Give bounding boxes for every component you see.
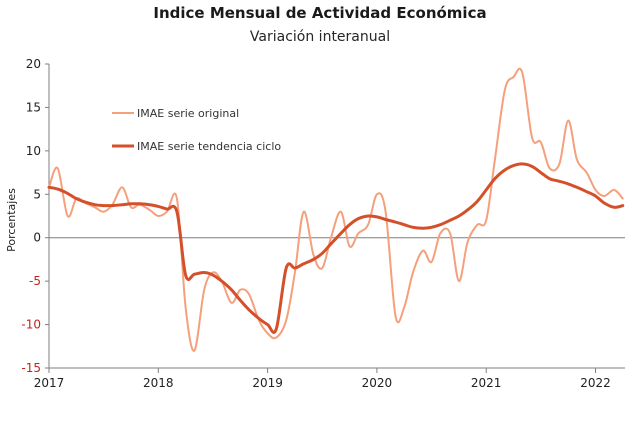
y-tick-label: 10	[26, 144, 41, 158]
series-line-original	[48, 67, 624, 352]
chart-subtitle: Variación interanual	[249, 29, 391, 45]
series-line-tendencia-ciclo	[47, 162, 625, 334]
chart-title: Indice Mensual de Actividad Económica	[153, 4, 487, 22]
y-tick-label: 15	[26, 100, 41, 114]
x-tick-label: 2018	[143, 376, 174, 390]
y-tick-label: 20	[26, 57, 41, 71]
x-tick-label: 2020	[362, 376, 393, 390]
y-tick-label: 0	[33, 231, 41, 245]
x-tick-label: 2021	[471, 376, 502, 390]
x-tick-label: 2017	[34, 376, 65, 390]
legend-label: IMAE serie original	[137, 107, 239, 120]
y-axis-label: Porcentajes	[5, 188, 18, 252]
y-tick-label: -5	[29, 274, 41, 288]
y-tick-label: -10	[21, 318, 41, 332]
x-tick-label: 2019	[252, 376, 283, 390]
x-tick-label: 2022	[580, 376, 611, 390]
y-tick-label: -15	[21, 361, 41, 375]
y-tick-label: 5	[33, 187, 41, 201]
legend-label: IMAE serie tendencia ciclo	[137, 140, 281, 153]
